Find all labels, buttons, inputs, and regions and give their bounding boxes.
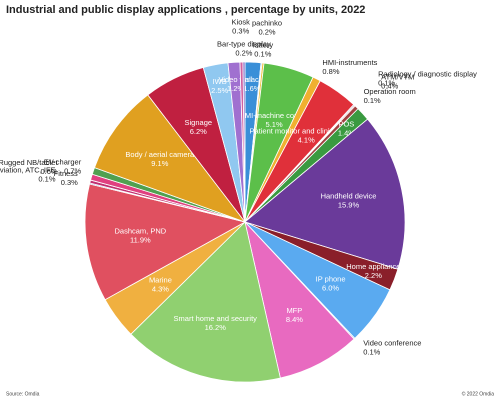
value-label: 1.2%	[227, 84, 244, 93]
slice-label: EV charger	[44, 157, 82, 166]
value-label: 0.6%	[41, 167, 58, 176]
slice-label: Marine	[149, 276, 172, 285]
pie-slice	[130, 221, 281, 383]
value-label: 9.1%	[151, 159, 168, 168]
slice-label: ATM/VTM	[381, 73, 414, 82]
slice-label: Operation room	[364, 87, 416, 96]
value-label: 0.2%	[235, 49, 252, 58]
pie-slice	[84, 183, 247, 301]
slice-label: Bar-type display	[217, 40, 271, 49]
value-label: 0.2%	[258, 28, 275, 37]
value-label: 0.8%	[322, 67, 339, 76]
value-label: 0.3%	[232, 26, 249, 35]
value-label: 16.2%	[205, 323, 227, 332]
value-label: 0.1%	[363, 348, 380, 357]
slice-label: POS	[338, 119, 354, 128]
slice-label: IP phone	[316, 274, 346, 283]
value-label: 8.4%	[286, 315, 303, 324]
value-label: 15.9%	[338, 201, 360, 210]
value-label: 6.2%	[190, 127, 207, 136]
slice-label: HMI-instruments	[322, 58, 377, 67]
copyright: © 2022 Omdia	[462, 390, 495, 397]
slice-label: Rugged NB/tablet	[0, 158, 59, 167]
value-label: 0.1%	[38, 174, 55, 183]
slice-label: Patient monitor and clinical review	[250, 126, 364, 135]
pie-slice	[244, 220, 355, 379]
value-label: 0.3%	[61, 178, 78, 187]
slice-label: Fitness	[54, 169, 78, 178]
slice-label: Video conference	[363, 339, 421, 348]
value-label: 11.9%	[130, 236, 151, 245]
value-label: 4.1%	[298, 135, 315, 144]
value-label: 0.1%	[254, 50, 271, 59]
value-label: 1.6%	[243, 84, 260, 93]
pie-slice	[94, 94, 247, 223]
slice-label: HMI-machine control	[240, 111, 310, 120]
slice-label: Body / aerial camera	[125, 150, 195, 159]
source: Source: Omdia	[6, 391, 40, 397]
value-label: 0.4%	[381, 82, 398, 91]
slice-label: MFP	[286, 306, 302, 315]
value-label: 6.0%	[322, 283, 339, 292]
pie-slice	[242, 61, 246, 223]
value-label: 2.2%	[365, 271, 382, 280]
value-label: 4.3%	[152, 285, 169, 294]
slice-label: Dashcam, PND	[114, 227, 166, 236]
slice-label: Handheld device	[321, 192, 377, 201]
slice-label: pachinko	[252, 19, 282, 28]
slice-label: Video wall	[218, 75, 252, 84]
slice-label: Signage	[185, 118, 213, 127]
slice-label: Kiosk	[232, 17, 251, 26]
slice-label: lottery	[253, 41, 274, 50]
pie-slice	[244, 118, 406, 270]
slice-label: Radiology / diagnostic display	[378, 70, 477, 79]
value-label: 0.1%	[364, 96, 381, 105]
value-label: 1.4%	[338, 128, 355, 137]
slice-label: Home appliance	[346, 262, 400, 271]
slice-label: Aviation, ATC, IFE	[0, 165, 56, 174]
value-label: 5.1%	[266, 120, 283, 129]
value-label: 0.7%	[64, 166, 81, 175]
value-label: 0.1%	[378, 79, 395, 88]
slice-label: Smart home and security	[174, 314, 258, 323]
chart-title: Industrial and public display applicatio…	[6, 4, 365, 16]
value-label: 2.5%	[211, 86, 228, 95]
slice-label: IWB	[213, 77, 227, 86]
slice-label: slot machine	[231, 75, 273, 84]
